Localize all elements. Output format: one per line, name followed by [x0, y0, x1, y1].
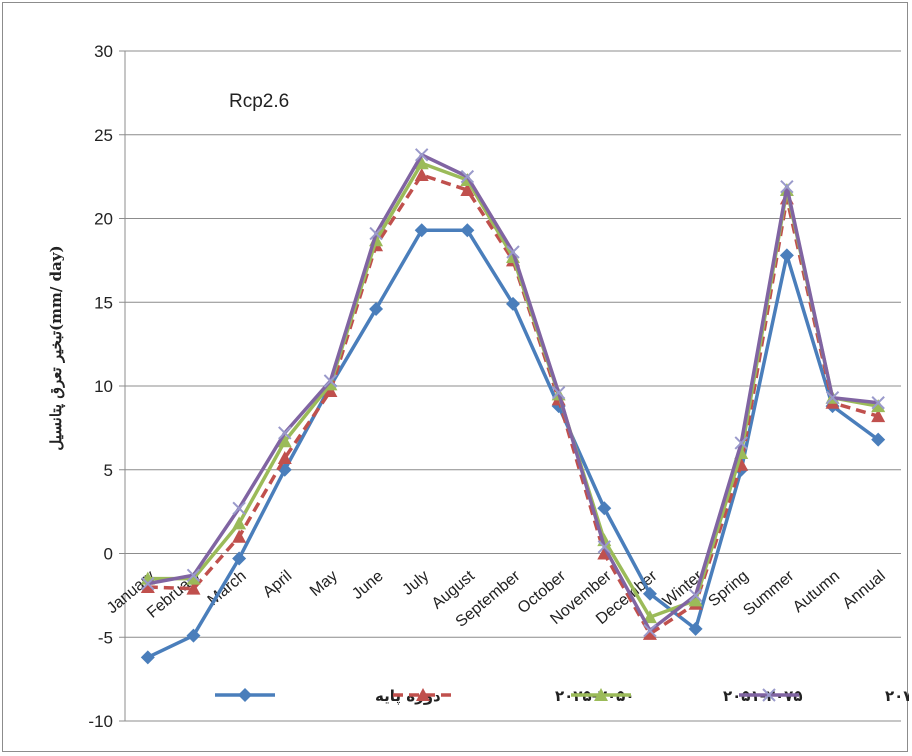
- data-point: [323, 384, 338, 398]
- y-tick-label: -10: [88, 712, 113, 731]
- data-point: [506, 296, 520, 311]
- data-point: [871, 432, 886, 447]
- x-tick-label: May: [307, 568, 341, 600]
- legend-label: ۲۰۷۶-۲۱۰۰: [885, 687, 909, 705]
- data-point: [414, 223, 429, 238]
- y-axis: 30 25 20 15 10 5 0 -5 -10: [88, 42, 126, 731]
- data-point: [762, 688, 776, 702]
- grid: [125, 50, 901, 722]
- data-point: [597, 501, 612, 516]
- series-line: [147, 173, 879, 636]
- data-point: [460, 169, 475, 184]
- data-point: [141, 576, 155, 591]
- data-point: [642, 626, 657, 640]
- data-point: [779, 248, 794, 263]
- data-point: [460, 223, 475, 238]
- data-point: [871, 396, 885, 410]
- data-point: [323, 374, 338, 388]
- series-line: [147, 153, 879, 633]
- data-point: [369, 226, 383, 241]
- data-point: [688, 621, 703, 636]
- x-tick-label: Autumn: [790, 568, 843, 616]
- y-tick-label: 10: [94, 377, 113, 396]
- series-line: [147, 161, 879, 619]
- data-point: [369, 301, 384, 316]
- chart-annotation: Rcp2.6: [229, 91, 289, 112]
- data-point: [186, 628, 201, 643]
- data-point: [688, 588, 703, 603]
- data-point: [186, 568, 201, 582]
- y-tick-label: 20: [94, 210, 113, 229]
- legend-item: ۲۰۷۶-۲۱۰۰: [739, 687, 909, 705]
- x-tick-label: April: [260, 568, 295, 602]
- data-point: [734, 436, 748, 450]
- data-point: [140, 580, 155, 593]
- data-point: [414, 156, 429, 170]
- x-tick-label: Annual: [840, 568, 889, 613]
- series-4: [141, 148, 885, 638]
- data-point: [186, 571, 201, 585]
- x-tick-label: June: [349, 567, 387, 602]
- data-point: [780, 179, 794, 194]
- data-point: [232, 501, 246, 515]
- data-point: [278, 426, 292, 440]
- data-point: [414, 167, 429, 181]
- legend: دوره پایه۲۰۲۵-۲۰۵۰۲۰۵۱-۲۰۷۵۲۰۷۶-۲۱۰۰: [215, 687, 909, 706]
- y-tick-label: -5: [98, 628, 113, 647]
- data-point: [460, 183, 475, 197]
- data-point: [506, 245, 520, 259]
- y-tick-label: 30: [94, 42, 113, 61]
- data-point: [232, 516, 247, 530]
- data-point: [416, 688, 430, 701]
- y-tick-label: 25: [94, 126, 113, 145]
- data-point: [232, 551, 247, 566]
- x-tick-label: Summer: [740, 567, 798, 619]
- data-point: [277, 451, 292, 465]
- y-tick-label: 0: [104, 545, 113, 564]
- data-point: [688, 593, 703, 607]
- data-point: [277, 434, 292, 448]
- data-point: [642, 586, 657, 601]
- legend-item: دوره پایه: [215, 687, 441, 706]
- data-point: [642, 610, 657, 624]
- data-point: [643, 623, 657, 638]
- y-tick-label: 5: [104, 461, 113, 480]
- data-point: [551, 385, 566, 400]
- data-point: [238, 688, 252, 702]
- series-layer: [140, 148, 886, 665]
- data-point: [825, 391, 840, 405]
- data-point: [140, 650, 155, 665]
- data-point: [871, 399, 886, 413]
- y-tick-label: 15: [94, 293, 113, 312]
- y-axis-label: تبخیر تعرق پتانسیل(mm/ day): [47, 245, 66, 450]
- data-point: [597, 540, 612, 554]
- data-point: [594, 688, 608, 701]
- data-point: [232, 529, 247, 543]
- x-tick-label: July: [400, 568, 433, 599]
- chart: Rcp2.6 تبخیر تعرق پتانسیل(mm/ day) 30 25 2…: [47, 42, 909, 731]
- data-point: [871, 409, 886, 423]
- data-point: [414, 148, 429, 162]
- data-point: [186, 581, 201, 595]
